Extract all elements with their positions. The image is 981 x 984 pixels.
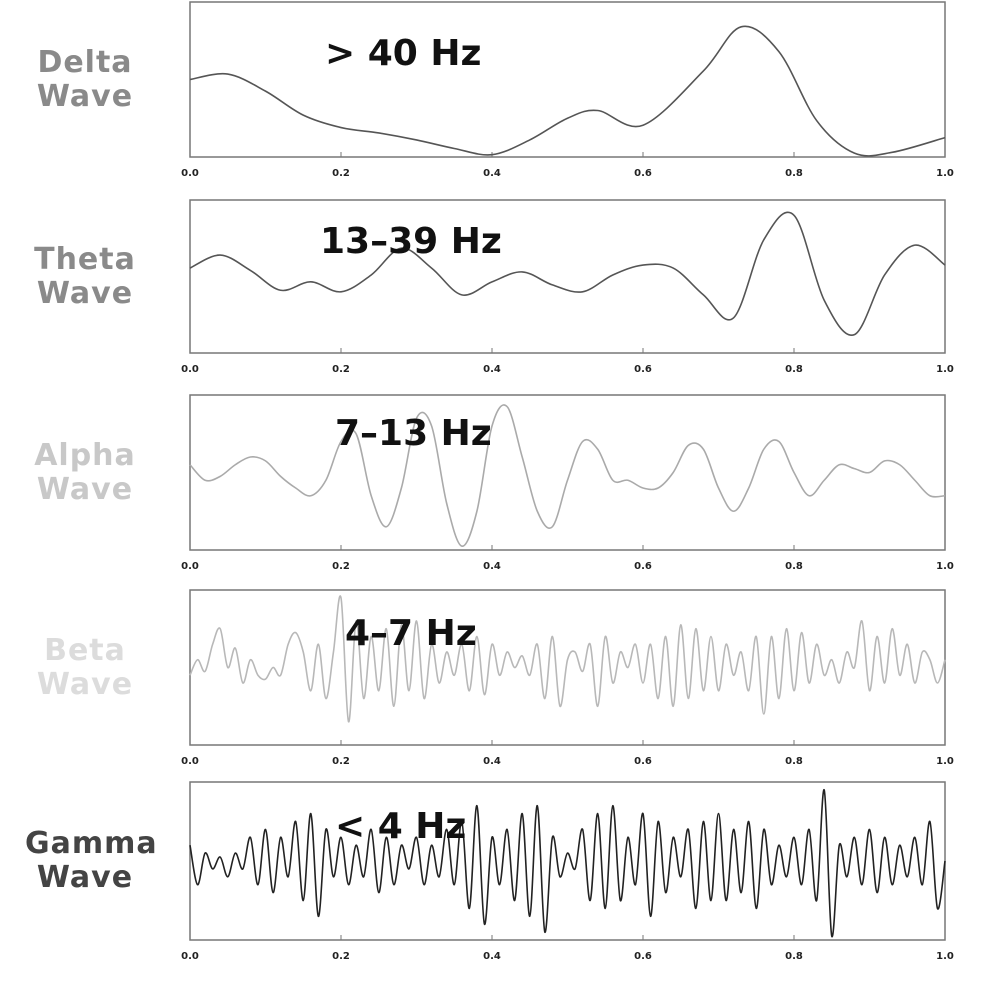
x-tick-label: 0.0 [181, 561, 199, 572]
plot-frame [189, 394, 946, 551]
x-tick-label: 0.2 [332, 168, 350, 179]
x-tick-label: 0.8 [785, 951, 803, 962]
x-tick-label: 0.6 [634, 364, 652, 375]
x-tick-label: 0.2 [332, 951, 350, 962]
wave-label: Beta Wave [36, 632, 134, 702]
x-tick-label: 0.4 [483, 756, 501, 767]
annotation: > 40 Hz [325, 33, 481, 74]
wave-label: Delta Wave [36, 44, 134, 114]
x-tick-label: 0.8 [785, 168, 803, 179]
x-tick-label: 0.2 [332, 561, 350, 572]
x-tick-label: 0.0 [181, 756, 199, 767]
x-tick-label: 1.0 [936, 756, 954, 767]
x-tick-label: 0.4 [483, 561, 501, 572]
wave-line [189, 25, 946, 157]
annotation: < 4 Hz [335, 806, 466, 847]
x-tick-label: 1.0 [936, 561, 954, 572]
x-tick-label: 0.6 [634, 951, 652, 962]
plot-frame [189, 1, 946, 158]
x-tick-label: 0.0 [181, 364, 199, 375]
plot-frame [189, 199, 946, 354]
x-tick-label: 0.4 [483, 168, 501, 179]
x-tick-label: 0.0 [181, 168, 199, 179]
x-tick-label: 0.4 [483, 951, 501, 962]
wave-line [189, 595, 946, 723]
x-tick-label: 0.8 [785, 561, 803, 572]
plot-frame [189, 589, 946, 746]
x-tick-label: 0.2 [332, 364, 350, 375]
x-tick-label: 0.2 [332, 756, 350, 767]
x-tick-label: 0.4 [483, 364, 501, 375]
x-tick-label: 1.0 [936, 951, 954, 962]
x-tick-label: 0.8 [785, 756, 803, 767]
annotation: 13–39 Hz [320, 221, 502, 262]
wave-line [189, 789, 946, 938]
wave-line [189, 211, 946, 336]
x-tick-label: 1.0 [936, 364, 954, 375]
x-tick-label: 1.0 [936, 168, 954, 179]
x-tick-label: 0.8 [785, 364, 803, 375]
wave-label: Theta Wave [34, 241, 136, 311]
x-tick-label: 0.6 [634, 561, 652, 572]
x-tick-label: 0.6 [634, 756, 652, 767]
wave-line [189, 404, 946, 547]
x-tick-label: 0.0 [181, 951, 199, 962]
annotation: 4–7 Hz [345, 613, 477, 654]
annotation: 7–13 Hz [335, 413, 492, 454]
wave-label: Gamma Wave [25, 826, 158, 895]
plot-frame [189, 781, 946, 941]
x-tick-label: 0.6 [634, 168, 652, 179]
wave-label: Alpha Wave [34, 437, 136, 507]
